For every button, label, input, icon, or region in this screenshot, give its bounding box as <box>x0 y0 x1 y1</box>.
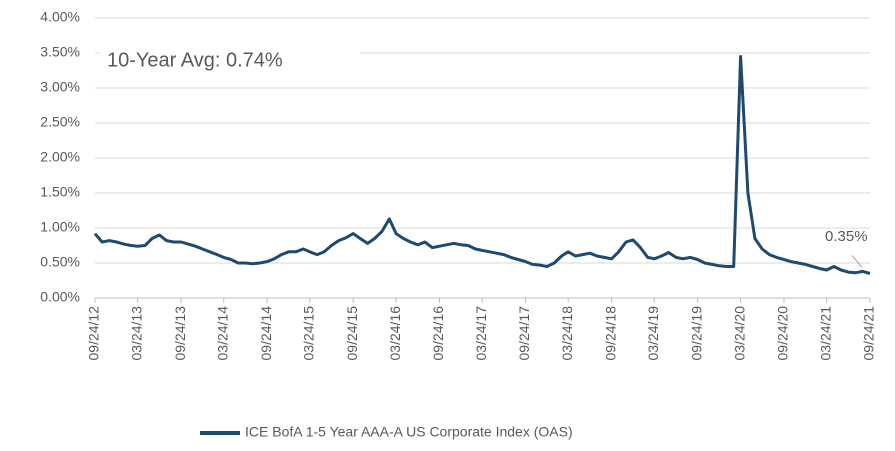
x-tick-label: 03/24/18 <box>559 306 575 361</box>
x-tick-label: 09/24/16 <box>430 306 446 361</box>
x-tick-label: 03/24/16 <box>387 306 403 361</box>
x-tick-label: 09/24/18 <box>602 306 618 361</box>
x-tick-label: 03/24/17 <box>473 306 489 361</box>
annotation-leader <box>851 255 863 268</box>
y-tick-label: 0.00% <box>40 289 80 305</box>
x-tick-label: 09/24/14 <box>258 306 274 361</box>
y-tick-label: 0.50% <box>40 254 80 270</box>
x-tick-label: 09/24/12 <box>86 306 102 361</box>
x-tick-label: 09/24/21 <box>861 306 877 361</box>
x-tick-label: 09/24/20 <box>775 306 791 361</box>
x-tick-label: 09/24/19 <box>688 306 704 361</box>
y-tick-label: 1.50% <box>40 184 80 200</box>
x-tick-label: 09/24/17 <box>516 306 532 361</box>
x-tick-label: 03/24/13 <box>128 306 144 361</box>
annotation-bg <box>100 44 360 76</box>
y-tick-label: 2.00% <box>40 149 80 165</box>
line-series <box>93 55 871 275</box>
annotation: 0.35% <box>825 228 868 245</box>
y-tick-label: 1.00% <box>40 219 80 235</box>
y-tick-label: 3.50% <box>40 44 80 60</box>
x-tick-label: 09/24/15 <box>344 306 360 361</box>
x-tick-label: 03/24/14 <box>214 306 230 361</box>
annotation: 10-Year Avg: 0.74% <box>107 49 283 71</box>
legend-label: ICE BofA 1-5 Year AAA-A US Corporate Ind… <box>245 424 573 440</box>
x-tick-label: 03/24/21 <box>817 306 833 361</box>
x-tick-label: 03/24/19 <box>645 306 661 361</box>
y-tick-label: 2.50% <box>40 114 80 130</box>
y-tick-label: 4.00% <box>40 9 80 25</box>
x-tick-label: 03/24/20 <box>731 306 747 361</box>
x-tick-label: 09/24/13 <box>172 306 188 361</box>
x-tick-label: 03/24/15 <box>300 306 316 361</box>
y-tick-label: 3.00% <box>40 79 80 95</box>
